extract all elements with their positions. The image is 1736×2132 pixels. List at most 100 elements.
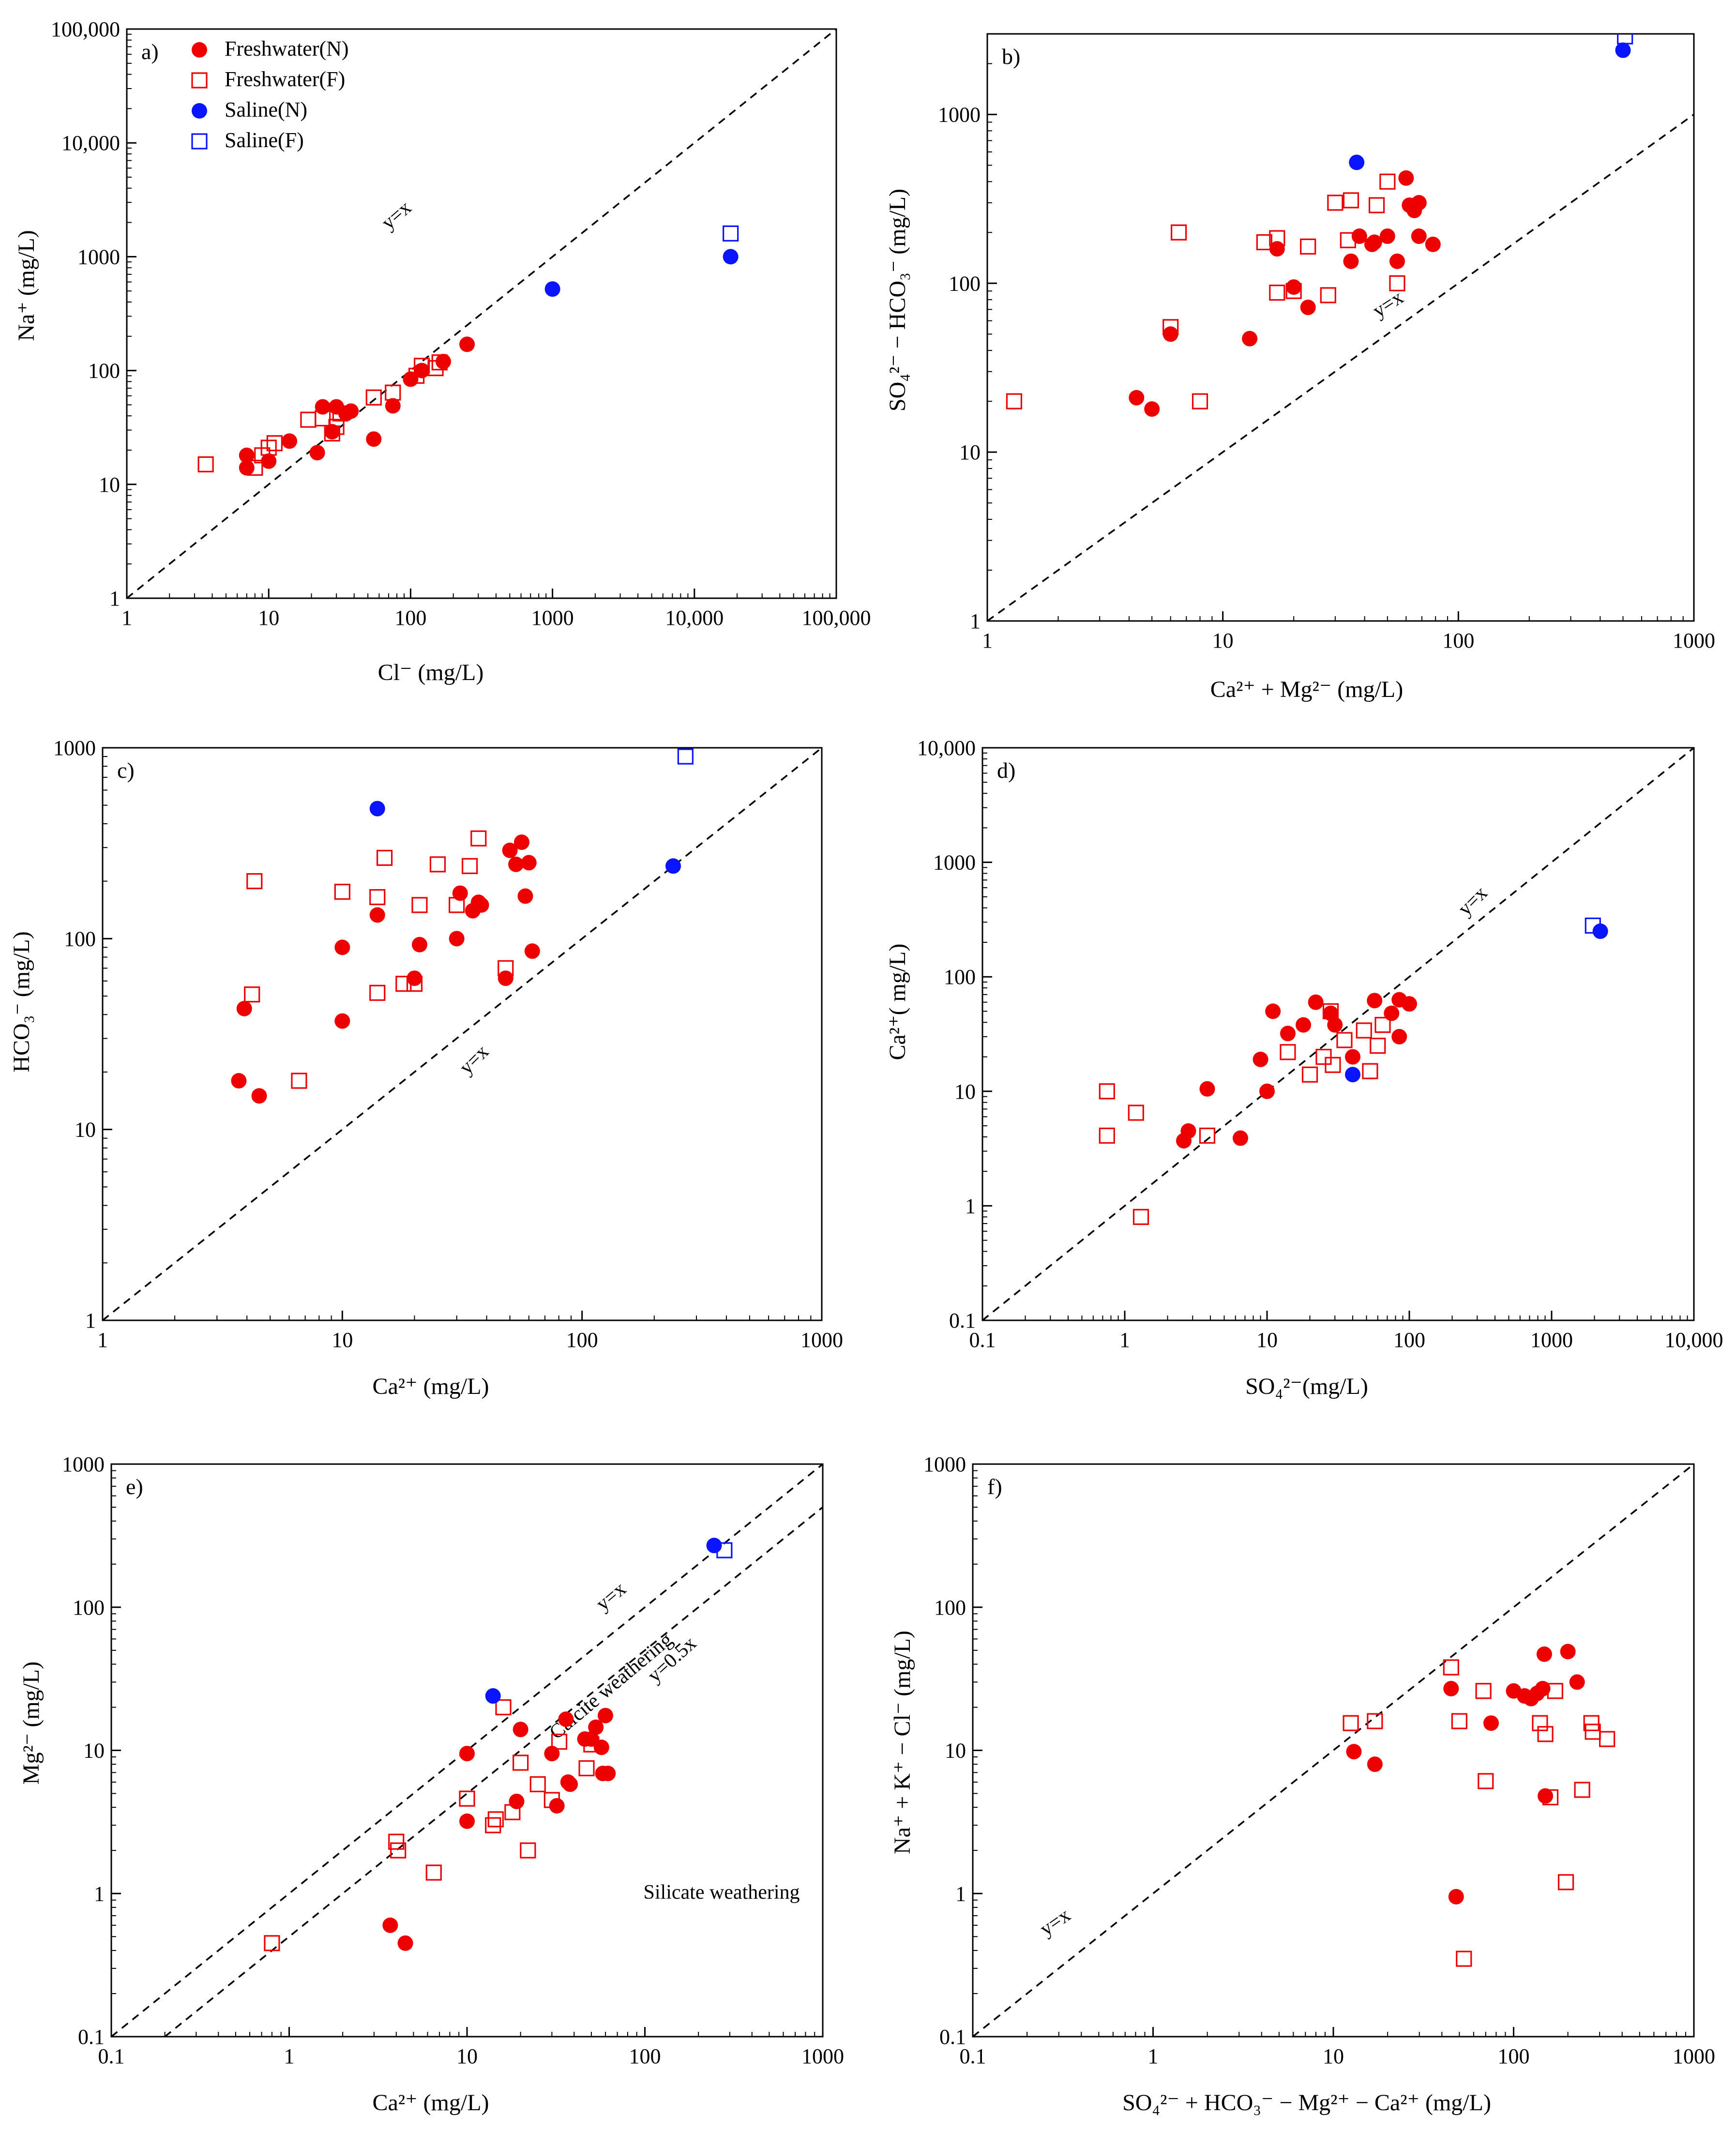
- panel-label: e): [126, 1474, 143, 1499]
- data-point: [411, 937, 427, 953]
- reference-line-y-x: [973, 1464, 1694, 2037]
- data-point: [1099, 1127, 1115, 1144]
- data-point: [473, 897, 489, 913]
- x-tick-label: 100: [1442, 629, 1474, 652]
- data-point: [260, 439, 277, 456]
- data-point: [1478, 1773, 1494, 1789]
- y-tick-label: 10: [83, 1739, 105, 1763]
- data-point: [1192, 393, 1208, 409]
- data-point: [1129, 390, 1145, 406]
- x-axis-label: Cl⁻ (mg/L): [378, 660, 484, 685]
- y-tick-label: 1: [109, 587, 120, 610]
- data-point: [449, 931, 465, 947]
- data-point: [291, 1073, 307, 1089]
- data-point: [1265, 1003, 1281, 1019]
- data-point: [300, 411, 317, 428]
- series-freshwater-n: [1346, 1644, 1585, 1905]
- x-tick-label: 1: [1148, 2044, 1159, 2068]
- data-point: [239, 460, 255, 476]
- y-tick-label: 10,000: [917, 736, 976, 760]
- data-point: [1162, 319, 1179, 335]
- x-tick-label: 1: [97, 1328, 108, 1352]
- reference-line-y-x: [103, 748, 822, 1320]
- data-point: [1538, 1788, 1554, 1804]
- data-point: [1574, 1782, 1590, 1798]
- data-point: [459, 336, 475, 352]
- reference-line-y-x: [987, 114, 1694, 621]
- series-freshwater-n: [1129, 170, 1441, 417]
- data-point: [1327, 195, 1344, 211]
- y-tick-label: 1000: [933, 851, 976, 875]
- panel-label: b): [1002, 44, 1020, 69]
- data-point: [459, 1790, 475, 1807]
- data-point: [461, 858, 478, 875]
- y-tick-label: 100: [73, 1596, 105, 1619]
- data-point: [1280, 1044, 1296, 1060]
- data-point: [1325, 1057, 1341, 1073]
- plot-frame: [981, 747, 1695, 1321]
- data-point: [369, 801, 385, 817]
- data-point: [1006, 393, 1023, 409]
- series-saline-n: [1345, 923, 1608, 1083]
- plot-frame: [126, 28, 837, 599]
- y-tick-label: 1000: [938, 103, 981, 126]
- data-point: [524, 943, 540, 959]
- series-saline-f: [716, 1542, 733, 1558]
- panel-f: 0.1 1 10 100 1000 0.1 1 10 100 1000 y=x f) SO₄²⁻ + H…: [890, 1452, 1715, 2116]
- data-point: [365, 389, 382, 406]
- data-point: [723, 225, 739, 242]
- reference-line-y-x: [982, 748, 1694, 1320]
- data-point: [1368, 197, 1385, 213]
- data-point: [1475, 1683, 1492, 1699]
- data-point: [427, 360, 444, 377]
- data-point: [513, 834, 529, 850]
- data-point: [1585, 917, 1601, 934]
- data-point: [1259, 1083, 1275, 1099]
- reference-line-y-0-5x: [164, 1506, 823, 2037]
- series-freshwater-n: [1176, 992, 1417, 1149]
- y-tick-label: 10: [959, 440, 981, 464]
- y-tick-label: 0.1: [78, 2025, 105, 2049]
- x-tick-label: 1: [121, 606, 132, 630]
- data-point: [1542, 1789, 1559, 1806]
- data-point: [1537, 1726, 1554, 1742]
- data-point: [408, 367, 425, 384]
- data-point: [388, 1833, 405, 1850]
- data-point: [1569, 1674, 1585, 1690]
- data-point: [1296, 1017, 1312, 1033]
- data-point: [517, 888, 533, 904]
- y-axis-label: Na⁺ (mg/L): [14, 230, 39, 341]
- data-point: [1366, 234, 1382, 250]
- data-point: [558, 1711, 574, 1727]
- data-point: [459, 1813, 475, 1829]
- y-tick-label: 1000: [77, 245, 120, 269]
- x-axis-label: SO₄²⁻(mg/L): [1245, 1374, 1368, 1399]
- panel-label: f): [987, 1474, 1002, 1499]
- data-point: [1345, 1067, 1361, 1083]
- x-tick-label: 10: [258, 606, 279, 630]
- data-point: [1128, 1104, 1144, 1121]
- data-point: [1242, 331, 1258, 347]
- x-tick-label: 100: [629, 2044, 661, 2068]
- data-point: [309, 445, 325, 461]
- data-point: [1402, 996, 1417, 1012]
- data-point: [1199, 1127, 1216, 1144]
- data-point: [1583, 1715, 1600, 1731]
- data-point: [504, 1804, 521, 1820]
- legend-marker: [192, 103, 207, 119]
- data-point: [520, 1842, 536, 1859]
- data-point: [1384, 1005, 1400, 1021]
- data-point: [231, 1073, 247, 1089]
- data-point: [1362, 1063, 1378, 1079]
- data-point: [366, 431, 382, 447]
- x-axis-label: Ca²⁺ (mg/L): [372, 2090, 489, 2116]
- data-point: [1443, 1680, 1459, 1696]
- data-point: [385, 384, 401, 401]
- data-point: [544, 281, 560, 297]
- series-saline-f: [677, 748, 694, 765]
- y-tick-label: 10: [99, 473, 120, 497]
- data-point: [1617, 34, 1633, 45]
- series-saline-n: [485, 1538, 722, 1704]
- y-tick-label: 100,000: [51, 17, 120, 41]
